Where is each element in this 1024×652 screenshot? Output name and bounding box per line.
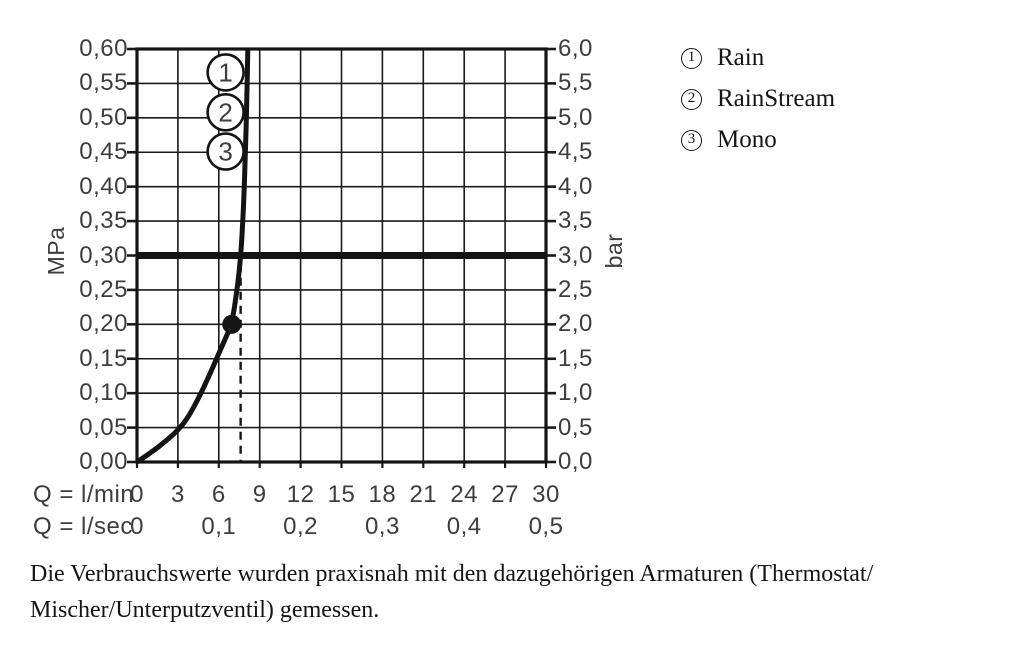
caption-line-1: Die Verbrauchswerte wurden praxisnah mit… [30, 561, 874, 587]
y-right-tick-label: 3,5 [558, 207, 593, 235]
y-right-tick-label: 6,0 [558, 35, 593, 62]
x-axis-lsec-label: Q = l/sec [33, 513, 133, 540]
legend-number-2-icon: 2 [681, 88, 702, 110]
caption: Die Verbrauchswerte wurden praxisnah mit… [30, 556, 873, 628]
y-left-tick-label: 0,05 [79, 413, 128, 441]
y-right-tick-label: 4,0 [558, 172, 593, 200]
x-lmin-tick-label: 30 [532, 481, 560, 508]
x-lsec-tick-label: 0,4 [446, 513, 482, 540]
x-lsec-tick-label: 0,1 [201, 513, 237, 540]
x-lmin-tick-label: 15 [327, 481, 356, 508]
x-lsec-tick-label: 0 [130, 513, 144, 540]
y-right-tick-label: 0,0 [558, 448, 593, 475]
x-lmin-tick-label: 0 [130, 481, 144, 508]
x-lmin-tick-label: 9 [252, 481, 267, 508]
legend-label-rainstream: RainStream [717, 85, 836, 112]
legend-item-rainstream: 2 RainStream [681, 85, 836, 112]
y-right-tick-label: 4,5 [558, 138, 593, 166]
y-left-tick-label: 0,20 [79, 310, 128, 338]
legend-label-rain: Rain [717, 44, 765, 71]
x-lmin-tick-label: 18 [368, 481, 397, 508]
y-left-tick-label: 0,25 [79, 275, 128, 303]
x-lmin-tick-label: 12 [286, 481, 315, 508]
y-left-tick-label: 0,45 [79, 138, 128, 166]
x-lmin-tick-label: 3 [170, 481, 185, 508]
x-lmin-tick-label: 6 [211, 481, 226, 508]
x-lsec-tick-label: 0,5 [528, 513, 564, 540]
y-right-tick-label: 2,0 [558, 310, 593, 338]
legend-number-1-icon: 1 [681, 47, 702, 69]
y-left-tick-label: 0,10 [79, 379, 128, 407]
y-right-tick-label: 0,5 [558, 413, 593, 441]
flow-curve [135, 48, 251, 465]
x-lmin-tick-label: 24 [450, 481, 479, 508]
y-right-tick-label: 5,5 [558, 69, 593, 97]
legend-label-mono: Mono [717, 126, 777, 153]
y-left-tick-label: 0,30 [79, 241, 128, 269]
curve-marker-number: 3 [218, 137, 232, 167]
legend-number-3-icon: 3 [681, 129, 702, 151]
y-left-tick-label: 0,60 [79, 35, 128, 62]
legend-item-rain: 1 Rain [681, 44, 835, 71]
curve-marker-number: 2 [218, 97, 232, 127]
curve-marker-number: 1 [218, 57, 232, 87]
y-right-tick-label: 1,5 [558, 344, 593, 372]
y-right-tick-label: 2,5 [558, 275, 593, 303]
curve-marker-circle [206, 53, 245, 92]
y-left-tick-label: 0,00 [79, 448, 128, 475]
y-left-tick-label: 0,15 [79, 344, 128, 372]
y-right-tick-label: 1,0 [558, 379, 593, 407]
y-right-tick-label: 3,0 [558, 241, 593, 269]
y-left-tick-label: 0,50 [79, 103, 128, 131]
y-left-tick-label: 0,55 [79, 69, 128, 97]
caption-line-2: Mischer/Unterputzventil) gemessen. [30, 597, 380, 623]
curve-marker-circle [206, 93, 245, 132]
operating-point-dot [222, 314, 242, 334]
y-right-tick-label: 5,0 [558, 103, 593, 131]
legend-item-mono: 3 Mono [681, 126, 835, 153]
legend: 1 Rain 2 RainStream 3 Mono [681, 44, 836, 169]
x-lsec-tick-label: 0,2 [283, 513, 319, 540]
x-lmin-tick-label: 21 [409, 481, 438, 508]
x-lsec-tick-label: 0,3 [364, 513, 400, 540]
y-left-tick-label: 0,35 [79, 207, 128, 235]
x-axis-lmin-label: Q = l/min [33, 481, 135, 508]
x-lmin-tick-label: 27 [491, 481, 519, 508]
y-left-tick-label: 0,40 [79, 172, 128, 200]
